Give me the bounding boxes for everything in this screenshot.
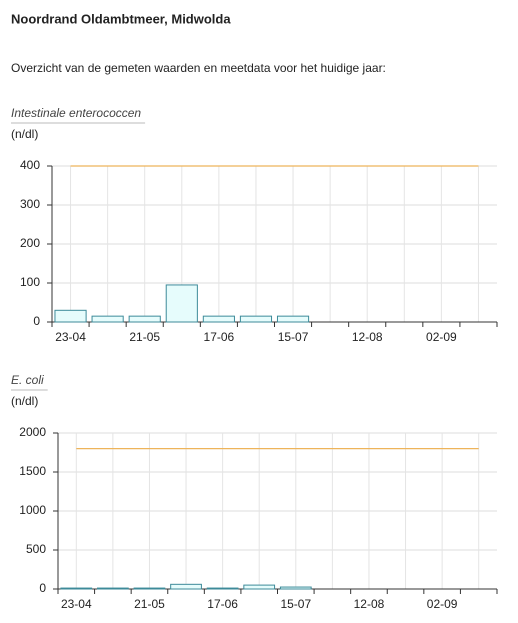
chart-title: Intestinale enterococcen — [11, 106, 141, 120]
y-tick-label: 500 — [26, 542, 46, 556]
y-tick-label: 300 — [20, 197, 40, 211]
x-tick-label: 21-05 — [129, 330, 160, 344]
x-tick-label: 21-05 — [134, 597, 165, 611]
x-tick-label: 23-04 — [55, 330, 86, 344]
bar — [128, 315, 161, 323]
x-tick-label: 12-08 — [354, 597, 385, 611]
bar — [279, 586, 312, 590]
bar — [133, 587, 166, 590]
bar — [54, 309, 87, 323]
bar — [60, 587, 93, 590]
x-tick-label: 02-09 — [427, 597, 458, 611]
y-axis-label: (n/dl) — [11, 127, 38, 141]
x-tick-label: 17-06 — [207, 597, 238, 611]
x-tick-label: 15-07 — [280, 597, 311, 611]
x-tick-label: 23-04 — [61, 597, 92, 611]
bar — [91, 315, 124, 323]
y-tick-label: 2000 — [19, 425, 46, 439]
x-tick-label: 15-07 — [278, 330, 309, 344]
y-tick-label: 100 — [20, 275, 40, 289]
chart-title: E. coli — [11, 373, 44, 387]
y-tick-label: 200 — [20, 236, 40, 250]
intro-text: Overzicht van de gemeten waarden en meet… — [11, 61, 386, 75]
y-tick-label: 1500 — [19, 464, 46, 478]
x-tick-label: 12-08 — [352, 330, 383, 344]
y-tick-label: 0 — [33, 314, 40, 328]
bar — [165, 284, 198, 323]
bar — [243, 584, 276, 590]
bar — [170, 583, 202, 590]
x-tick-label: 02-09 — [426, 330, 457, 344]
bar — [276, 315, 310, 323]
x-tick-label: 17-06 — [204, 330, 235, 344]
y-tick-label: 1000 — [19, 503, 46, 517]
bar — [202, 315, 235, 323]
y-tick-label: 0 — [39, 581, 46, 595]
y-tick-label: 400 — [20, 158, 40, 172]
bar — [206, 587, 239, 590]
y-axis-label: (n/dl) — [11, 394, 38, 408]
bar — [97, 587, 129, 590]
bar — [239, 315, 273, 323]
page-title: Noordrand Oldambtmeer, Midwolda — [11, 11, 231, 26]
